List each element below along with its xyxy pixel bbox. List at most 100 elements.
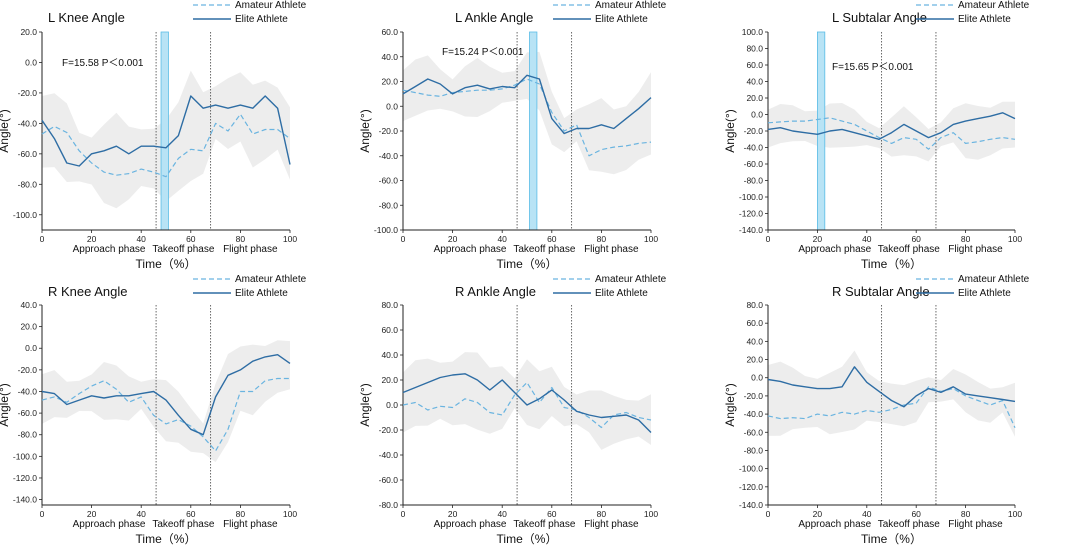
x-axis-label: Time（%） (136, 257, 197, 271)
legend-amateur-label: Amateur Athlete (235, 274, 307, 285)
y-tick-label: -20.0 (379, 126, 399, 136)
x-tick-label: 0 (40, 509, 45, 519)
x-tick-label: 100 (1008, 509, 1022, 519)
y-axis-label: Angle(°) (723, 383, 737, 426)
x-tick-label: 20 (448, 509, 458, 519)
y-tick-label: 60.0 (746, 60, 763, 70)
stat-annotation: F=15.65 P＜0.001 (832, 62, 914, 73)
chart-title: R Subtalar Angle (832, 284, 930, 299)
x-tick-label: 0 (401, 509, 406, 519)
x-tick-label: 60 (911, 234, 921, 244)
y-tick-label: 0.0 (386, 400, 398, 410)
y-axis-label: Angle(°) (0, 383, 11, 426)
y-tick-label: -80.0 (18, 430, 38, 440)
y-tick-label: -20.0 (18, 365, 38, 375)
phase-label: Takeoff phase (152, 244, 215, 255)
y-tick-label: 40.0 (20, 300, 37, 310)
phase-label: Approach phase (434, 244, 507, 255)
y-tick-label: 20.0 (20, 27, 37, 37)
chart-panel-6: 80.0 60.0 40.0 20.0 0.0 -20.0 -40.0 -60.0 -80.0 -… (723, 274, 1030, 545)
x-tick-label: 20 (448, 234, 458, 244)
y-tick-label: -100.0 (374, 225, 398, 235)
legend: Amateur Athlete Elite Athlete (553, 274, 667, 299)
y-axis-label: Angle(°) (723, 109, 737, 152)
y-tick-label: 20.0 (746, 355, 763, 365)
x-tick-label: 20 (813, 234, 823, 244)
y-tick-label: -100.0 (13, 451, 37, 461)
x-tick-label: 40 (497, 234, 507, 244)
y-tick-label: -80.0 (744, 445, 764, 455)
amateur-series-line (767, 117, 1016, 150)
chart-title: R Knee Angle (48, 284, 128, 299)
significance-highlight (817, 31, 826, 231)
phase-label: Approach phase (73, 519, 146, 530)
y-tick-label: -20.0 (379, 425, 399, 435)
y-tick-label: -40.0 (18, 118, 38, 128)
x-tick-label: 40 (136, 509, 146, 519)
x-tick-label: 80 (961, 509, 971, 519)
amateur-series-line (41, 113, 291, 178)
y-tick-label: 0.0 (25, 57, 37, 67)
stat-annotation: F=15.58 P＜0.001 (62, 58, 144, 69)
y-axis-label: Angle(°) (0, 109, 11, 152)
y-tick-label: -40.0 (744, 143, 764, 153)
elite-series-line (402, 74, 652, 135)
chart-title: L Subtalar Angle (832, 10, 927, 25)
x-tick-label: 40 (862, 234, 872, 244)
amateur-series-line (402, 381, 652, 429)
y-tick-label: 40.0 (381, 52, 398, 62)
y-tick-label: -80.0 (18, 179, 38, 189)
y-tick-label: -80.0 (379, 200, 399, 210)
x-tick-label: 100 (1008, 234, 1022, 244)
y-tick-label: 0.0 (751, 110, 763, 120)
legend-elite-label: Elite Athlete (595, 288, 648, 299)
y-tick-label: -20.0 (18, 88, 38, 98)
y-tick-label: 80.0 (746, 300, 763, 310)
y-tick-label: 0.0 (751, 373, 763, 383)
x-tick-label: 20 (87, 509, 97, 519)
x-axis-label: Time（%） (497, 257, 558, 271)
y-tick-label: 20.0 (381, 77, 398, 87)
significance-highlight (529, 31, 538, 231)
x-tick-label: 0 (766, 234, 771, 244)
y-tick-label: -60.0 (744, 427, 764, 437)
phase-label: Approach phase (798, 244, 871, 255)
variability-band (768, 350, 1015, 437)
chart-panel-5: 80.0 60.0 40.0 20.0 0.0 -20.0 -40.0 -60.0 -80.00… (358, 274, 667, 545)
x-tick-label: 0 (766, 509, 771, 519)
y-tick-label: -120.0 (13, 473, 37, 483)
phase-label: Flight phase (584, 244, 639, 255)
x-tick-label: 80 (597, 234, 607, 244)
x-tick-label: 20 (813, 509, 823, 519)
x-tick-label: 60 (186, 234, 196, 244)
legend-amateur-label: Amateur Athlete (595, 274, 667, 285)
x-tick-label: 0 (40, 234, 45, 244)
chart-title: R Ankle Angle (455, 284, 536, 299)
y-tick-label: 0.0 (386, 101, 398, 111)
legend: Amateur Athlete Elite Athlete (916, 274, 1030, 299)
variability-band (403, 51, 651, 175)
y-tick-label: 60.0 (746, 318, 763, 328)
y-tick-label: -20.0 (744, 126, 764, 136)
x-tick-label: 80 (961, 234, 971, 244)
y-tick-label: -60.0 (18, 408, 38, 418)
y-tick-label: 0.0 (25, 343, 37, 353)
x-tick-label: 0 (401, 234, 406, 244)
y-tick-label: -60.0 (379, 475, 399, 485)
y-tick-label: 60.0 (381, 325, 398, 335)
x-tick-label: 80 (236, 509, 246, 519)
x-axis-label: Time（%） (497, 532, 558, 545)
y-tick-label: -80.0 (379, 500, 399, 510)
legend: Amateur Athlete Elite Athlete (916, 0, 1030, 25)
x-tick-label: 20 (87, 234, 97, 244)
y-tick-label: -40.0 (379, 151, 399, 161)
legend-elite-label: Elite Athlete (958, 288, 1011, 299)
y-tick-label: 20.0 (381, 375, 398, 385)
y-tick-label: -40.0 (18, 386, 38, 396)
y-tick-label: 40.0 (381, 350, 398, 360)
legend-elite-label: Elite Athlete (958, 14, 1011, 25)
legend: Amateur Athlete Elite Athlete (553, 0, 667, 25)
y-tick-label: -140.0 (13, 495, 37, 505)
y-tick-label: -120.0 (739, 482, 763, 492)
x-tick-label: 80 (597, 509, 607, 519)
